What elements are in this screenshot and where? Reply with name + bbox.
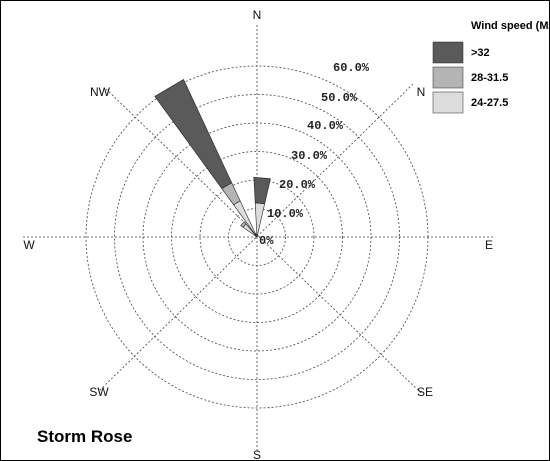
direction-label-e: E [485,238,493,252]
radial-tick-label-2: 20.0% [279,178,316,192]
direction-label-w: W [23,238,35,252]
legend-label-28-31: 28-31.5 [471,72,508,84]
radial-tick-label-0: 0% [259,234,274,248]
direction-label-ne: N [417,85,426,99]
sector-nw-1 [240,221,247,228]
chart-title: Storm Rose [37,427,132,446]
direction-label-nw: NW [90,85,111,99]
legend-title: Wind speed (M/S) [471,20,549,32]
sector-nnw-inner-0 [254,202,266,238]
radial-tick-label-6: 60.0% [333,61,370,75]
direction-label-n: N [253,8,262,22]
legend-label-24-27: 24-27.5 [471,97,508,109]
radial-tick-label-5: 50.0% [321,91,358,105]
direction-label-s: S [253,448,261,460]
legend: Wind speed (M/S) >32 28-31.5 24-27.5 [432,20,549,114]
sector-nnw-inner-2 [253,176,271,204]
legend-swatch-28-31 [432,66,464,89]
grid-layer [23,25,493,453]
direction-label-se: SE [417,385,433,399]
sectors-layer [154,79,271,238]
direction-label-sw: SW [89,385,109,399]
sector-nnw-0 [233,200,258,238]
labels-layer: 0% 10.0% 20.0% 30.0% 40.0% 50.0% 60.0% N N E SE S SW… [23,8,493,460]
radial-tick-label-1: 10.0% [267,207,304,221]
sector-nnw-2 [154,79,233,189]
legend-label-gt32: >32 [471,47,490,59]
grid-spoke-3 [98,83,414,392]
radial-tick-label-4: 40.0% [307,119,344,133]
radial-tick-label-3: 30.0% [291,149,328,163]
legend-swatch-gt32 [432,41,464,64]
legend-swatch-24-27 [432,91,464,114]
grid-spoke-2 [105,88,422,394]
